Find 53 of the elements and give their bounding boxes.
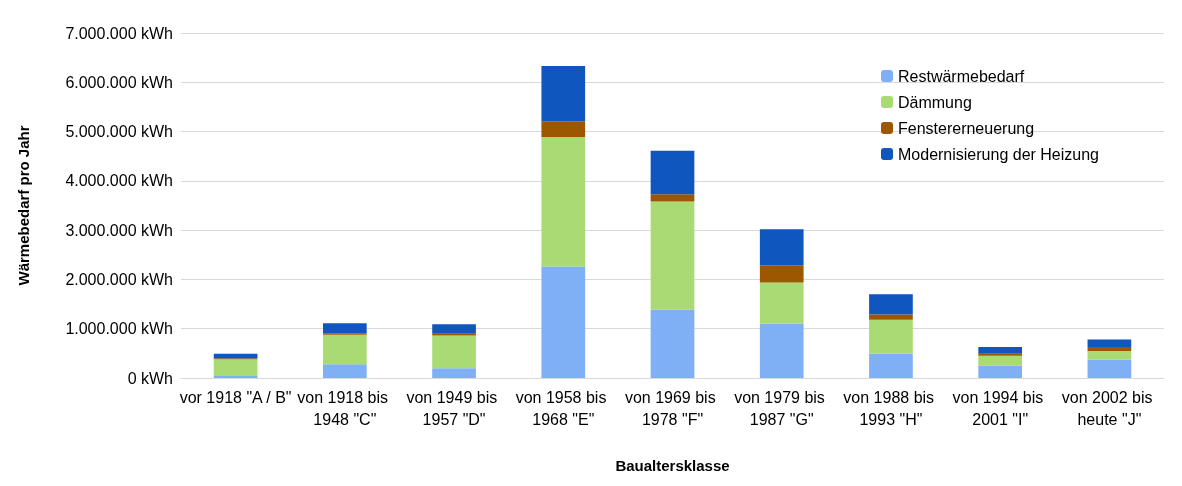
bar <box>1087 346 1132 351</box>
x-tick-label: von 1979 bis 1987 "G" <box>734 388 830 428</box>
bar <box>1087 350 1132 360</box>
bar <box>322 323 367 334</box>
bar <box>541 136 586 267</box>
legend-label: Restwärmebedarf <box>898 67 1025 85</box>
bar <box>869 314 913 320</box>
legend-label: Modernisierung der Heizung <box>898 145 1099 163</box>
bar <box>541 266 586 378</box>
bar <box>650 201 695 310</box>
bar <box>759 229 804 266</box>
y-tick-label: 6.000.000 kWh <box>65 73 173 91</box>
bar <box>1087 339 1132 347</box>
x-tick-label: von 2002 bis heute "J" <box>1061 388 1157 428</box>
y-tick-label: 7.000.000 kWh <box>65 24 173 42</box>
bar <box>650 309 695 378</box>
bar <box>322 334 367 365</box>
bar <box>650 194 695 202</box>
bar <box>432 324 476 334</box>
bar <box>978 346 1023 354</box>
x-tick-label: von 1918 bis 1948 "C" <box>297 388 393 428</box>
y-tick-label: 4.000.000 kWh <box>65 172 173 190</box>
x-tick-label: von 1994 bis 2001 "I" <box>952 388 1048 428</box>
bar <box>1087 359 1132 378</box>
bar <box>759 282 804 324</box>
bar <box>322 364 367 378</box>
bar <box>213 359 258 377</box>
x-axis-title: Baualtersklasse <box>615 457 730 474</box>
bar <box>869 294 913 315</box>
legend-label: Fenstererneuerung <box>898 119 1035 137</box>
bar <box>432 368 476 378</box>
bar <box>869 319 913 354</box>
bar <box>650 150 695 195</box>
y-tick-label: 2.000.000 kWh <box>65 270 173 288</box>
bar <box>541 66 586 122</box>
x-tick-label: von 1969 bis 1978 "F" <box>624 388 721 428</box>
bar <box>759 323 804 378</box>
bar <box>869 353 913 378</box>
y-tick-label: 0 kWh <box>127 369 173 387</box>
bar <box>759 265 804 283</box>
x-tick-label: von 1958 bis 1968 "E" <box>515 388 611 428</box>
legend-label: Dämmung <box>898 93 972 111</box>
y-axis-title: Wärmebedarf pro Jahr <box>15 125 32 286</box>
y-tick-label: 5.000.000 kWh <box>65 123 173 141</box>
y-tick-label: 3.000.000 kWh <box>65 221 173 239</box>
bar <box>978 365 1023 378</box>
bar <box>978 355 1023 366</box>
bar <box>432 335 476 369</box>
bar <box>541 121 586 137</box>
x-tick-label: vor 1918 "A / B" <box>179 388 292 406</box>
y-tick-label: 1.000.000 kWh <box>65 320 173 338</box>
x-tick-label: von 1988 bis 1993 "H" <box>843 388 939 428</box>
x-tick-label: von 1949 bis 1957 "D" <box>406 388 502 428</box>
